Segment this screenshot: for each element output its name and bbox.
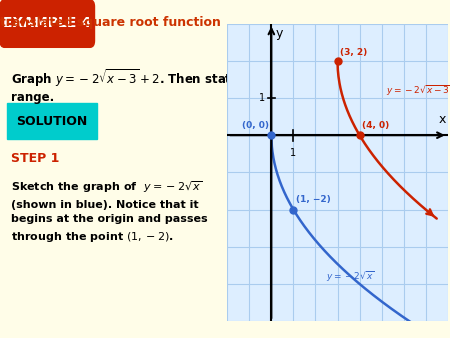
Text: (0, 0): (0, 0) (242, 121, 269, 129)
FancyBboxPatch shape (7, 103, 97, 139)
Text: (1, −2): (1, −2) (296, 195, 330, 204)
Text: SOLUTION: SOLUTION (16, 115, 87, 127)
Text: STEP 1: STEP 1 (11, 152, 59, 165)
Text: range.: range. (11, 91, 54, 104)
Text: Graph $y = -2\sqrt{x-3}+2$. Then state the domain and: Graph $y = -2\sqrt{x-3}+2$. Then state t… (11, 68, 348, 89)
Text: 1: 1 (290, 148, 297, 158)
Text: x: x (438, 113, 446, 126)
Text: (4, 0): (4, 0) (362, 121, 389, 129)
Text: $y = -2\sqrt{x}$: $y = -2\sqrt{x}$ (327, 269, 375, 284)
Text: 1: 1 (259, 93, 265, 103)
Text: $y = -2\sqrt{x-3}+2$: $y = -2\sqrt{x-3}+2$ (386, 83, 450, 98)
Text: Sketch the graph of  $y = -2\sqrt{x}$
(shown in blue). Notice that it
begins at : Sketch the graph of $y = -2\sqrt{x}$ (sh… (11, 179, 208, 244)
Text: Graph a translated square root function: Graph a translated square root function (0, 17, 220, 29)
FancyBboxPatch shape (0, 0, 94, 47)
Text: EXAMPLE 4: EXAMPLE 4 (3, 16, 91, 30)
Text: y: y (276, 27, 283, 40)
Text: (3, 2): (3, 2) (340, 48, 367, 57)
